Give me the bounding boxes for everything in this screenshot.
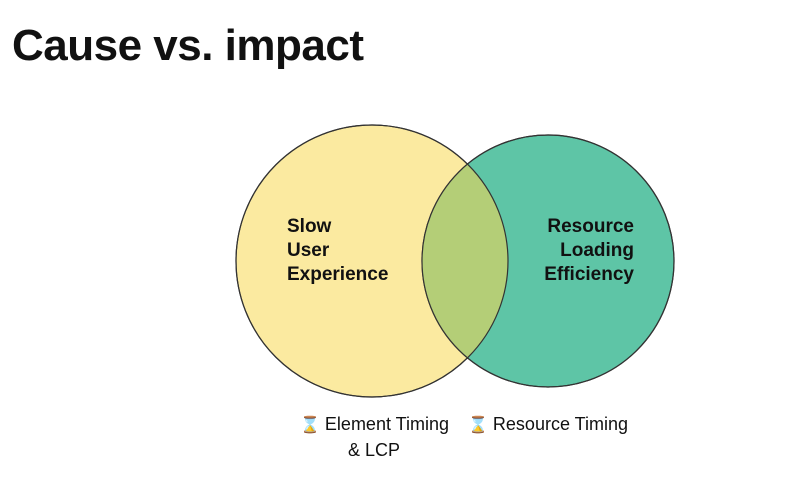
venn-label-resource-loading-efficiency: Resource Loading Efficiency [544, 215, 634, 287]
hourglass-icon: ⌛ [300, 417, 320, 434]
caption-line: Element Timing [324, 414, 449, 434]
caption-line: Resource Timing [492, 414, 628, 434]
venn-label-line: Experience [287, 264, 389, 285]
venn-label-line: Slow [287, 216, 332, 237]
hourglass-icon: ⌛ [468, 417, 488, 434]
venn-label-line: Resource [547, 216, 634, 237]
venn-label-line: Loading [560, 240, 634, 261]
caption-element-timing: ⌛ Element Timing & LCP [300, 412, 449, 462]
venn-overlap [422, 135, 508, 387]
venn-label-line: Efficiency [544, 264, 634, 285]
venn-circle-right-outline [421, 134, 675, 388]
venn-label-line: User [287, 240, 330, 261]
slide-title: Cause vs. impact [12, 21, 364, 70]
venn-label-slow-user-experience: Slow User Experience [287, 215, 388, 287]
caption-line: & LCP [348, 440, 401, 460]
caption-resource-timing: ⌛ Resource Timing [468, 412, 628, 438]
venn-circle-left-outline [235, 124, 509, 398]
